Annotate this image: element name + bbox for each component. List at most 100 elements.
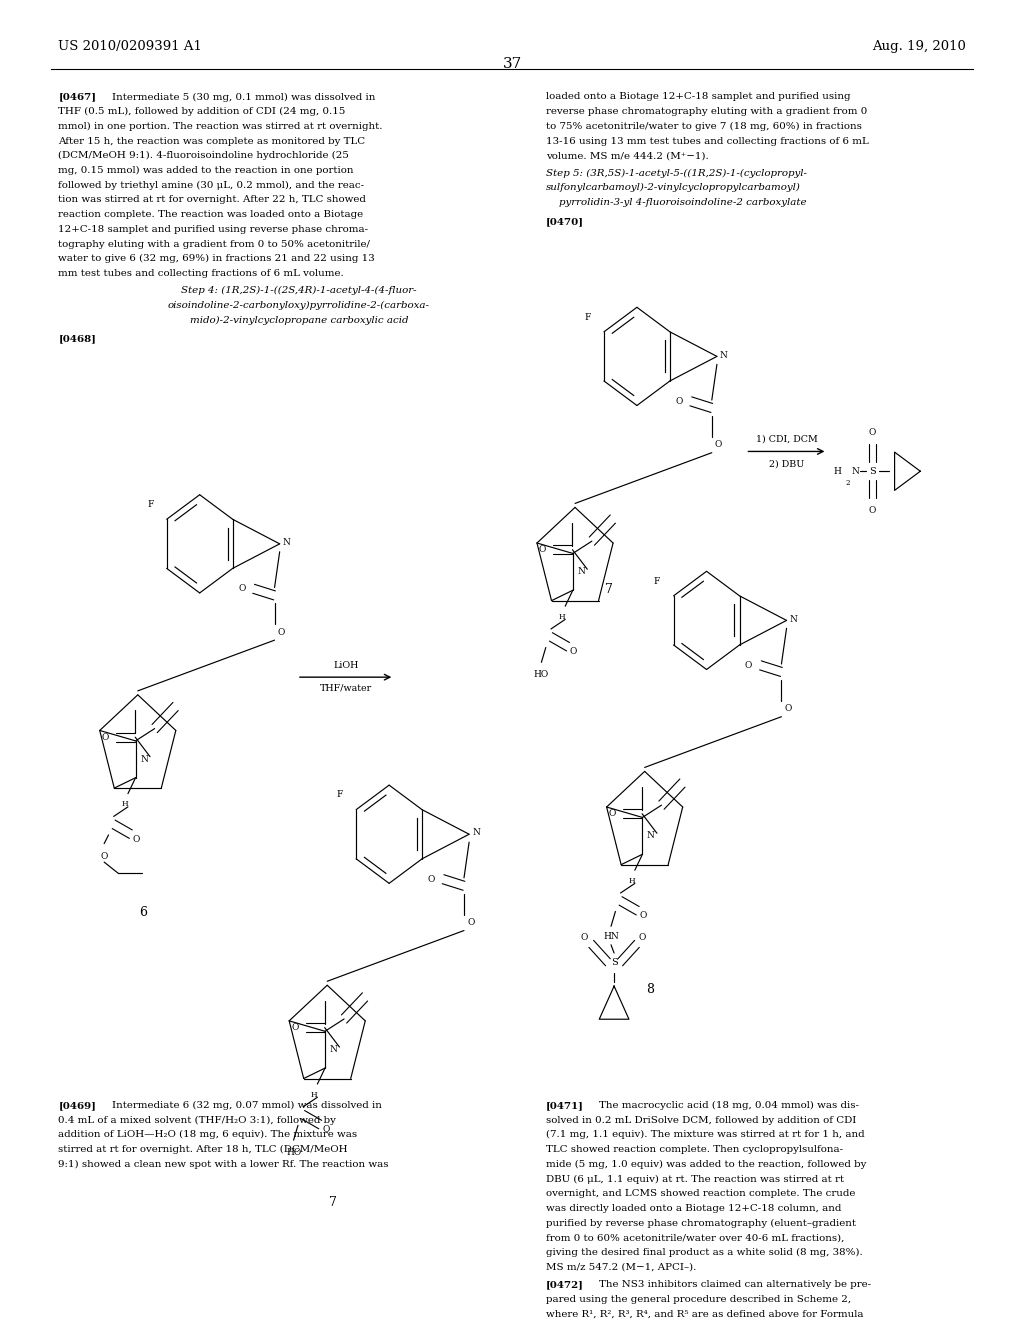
Text: mg, 0.15 mmol) was added to the reaction in one portion: mg, 0.15 mmol) was added to the reaction…	[58, 166, 354, 176]
Text: H: H	[122, 800, 128, 808]
Text: O: O	[539, 545, 546, 554]
Text: [0471]: [0471]	[546, 1101, 584, 1110]
Text: [0470]: [0470]	[546, 216, 584, 226]
Text: tography eluting with a gradient from 0 to 50% acetonitrile/: tography eluting with a gradient from 0 …	[58, 240, 371, 248]
Text: O: O	[639, 933, 646, 942]
Text: O: O	[868, 428, 877, 437]
Text: purified by reverse phase chromatography (eluent–gradient: purified by reverse phase chromatography…	[546, 1218, 856, 1228]
Text: 2) DBU: 2) DBU	[769, 459, 804, 469]
Text: O: O	[570, 647, 578, 656]
Text: S: S	[869, 467, 876, 475]
Text: sulfonylcarbamoyl)-2-vinylcyclopropylcarbamoyl): sulfonylcarbamoyl)-2-vinylcyclopropylcar…	[546, 183, 801, 193]
Text: TLC showed reaction complete. Then cyclopropylsulfona-: TLC showed reaction complete. Then cyclo…	[546, 1144, 843, 1154]
Text: Step 5: (3R,5S)-1-acetyl-5-((1R,2S)-1-(cyclopropyl-: Step 5: (3R,5S)-1-acetyl-5-((1R,2S)-1-(c…	[546, 169, 807, 178]
Text: O: O	[467, 919, 474, 927]
Text: O: O	[323, 1125, 330, 1134]
Text: MS m/z 547.2 (M−1, APCI–).: MS m/z 547.2 (M−1, APCI–).	[546, 1263, 696, 1271]
Text: 37: 37	[503, 57, 521, 71]
Text: F: F	[337, 791, 343, 800]
Text: [0468]: [0468]	[58, 334, 96, 343]
Text: H: H	[311, 1090, 317, 1098]
Text: N: N	[720, 351, 728, 359]
Text: H: H	[629, 876, 635, 884]
Text: H: H	[834, 467, 842, 475]
Text: O: O	[784, 705, 792, 713]
Text: O: O	[715, 441, 722, 449]
Text: S: S	[610, 958, 617, 966]
Text: N: N	[330, 1045, 338, 1055]
Text: N: N	[472, 829, 480, 837]
Text: solved in 0.2 mL DriSolve DCM, followed by addition of CDI: solved in 0.2 mL DriSolve DCM, followed …	[546, 1115, 856, 1125]
Text: N: N	[140, 755, 148, 764]
Text: Aug. 19, 2010: Aug. 19, 2010	[871, 40, 966, 53]
Text: THF (0.5 mL), followed by addition of CDI (24 mg, 0.15: THF (0.5 mL), followed by addition of CD…	[58, 107, 346, 116]
Text: The NS3 inhibitors claimed can alternatively be pre-: The NS3 inhibitors claimed can alternati…	[599, 1280, 871, 1290]
Text: from 0 to 60% acetonitrile/water over 40-6 mL fractions),: from 0 to 60% acetonitrile/water over 40…	[546, 1233, 844, 1242]
Text: F: F	[654, 577, 660, 586]
Text: mmol) in one portion. The reaction was stirred at rt overnight.: mmol) in one portion. The reaction was s…	[58, 121, 383, 131]
Text: F: F	[585, 313, 591, 322]
Text: mide (5 mg, 1.0 equiv) was added to the reaction, followed by: mide (5 mg, 1.0 equiv) was added to the …	[546, 1160, 866, 1170]
Text: pared using the general procedure described in Scheme 2,: pared using the general procedure descri…	[546, 1295, 851, 1304]
Text: [0467]: [0467]	[58, 92, 96, 102]
Text: O: O	[868, 506, 877, 515]
Text: N: N	[578, 568, 586, 577]
Text: Step 4: (1R,2S)-1-((2S,4R)-1-acetyl-4-(4-fluor-: Step 4: (1R,2S)-1-((2S,4R)-1-acetyl-4-(4…	[181, 286, 417, 296]
Text: to 75% acetonitrile/water to give 7 (18 mg, 60%) in fractions: to 75% acetonitrile/water to give 7 (18 …	[546, 121, 861, 131]
Text: LiOH: LiOH	[334, 661, 358, 671]
Text: 9:1) showed a clean new spot with a lower Rf. The reaction was: 9:1) showed a clean new spot with a lowe…	[58, 1160, 389, 1170]
Text: loaded onto a Biotage 12+C-18 samplet and purified using: loaded onto a Biotage 12+C-18 samplet an…	[546, 92, 850, 102]
Text: (DCM/MeOH 9:1). 4-fluoroisoindoline hydrochloride (25: (DCM/MeOH 9:1). 4-fluoroisoindoline hydr…	[58, 152, 349, 161]
Text: oisoindoline-2-carbonyloxy)pyrrolidine-2-(carboxa-: oisoindoline-2-carbonyloxy)pyrrolidine-2…	[168, 301, 430, 310]
Text: N: N	[283, 539, 291, 546]
Text: pyrrolidin-3-yl 4-fluoroisoindoline-2 carboxylate: pyrrolidin-3-yl 4-fluoroisoindoline-2 ca…	[546, 198, 807, 207]
Text: O: O	[278, 628, 285, 636]
Text: was directly loaded onto a Biotage 12+C-18 column, and: was directly loaded onto a Biotage 12+C-…	[546, 1204, 841, 1213]
Text: N: N	[647, 832, 655, 841]
Text: O: O	[238, 585, 246, 593]
Text: Intermediate 6 (32 mg, 0.07 mmol) was dissolved in: Intermediate 6 (32 mg, 0.07 mmol) was di…	[112, 1101, 382, 1110]
Text: reaction complete. The reaction was loaded onto a Biotage: reaction complete. The reaction was load…	[58, 210, 364, 219]
Text: O: O	[744, 661, 753, 669]
Text: US 2010/0209391 A1: US 2010/0209391 A1	[58, 40, 203, 53]
Text: volume. MS m/e 444.2 (M⁺−1).: volume. MS m/e 444.2 (M⁺−1).	[546, 152, 709, 160]
Text: 8: 8	[646, 982, 654, 995]
Text: reverse phase chromatography eluting with a gradient from 0: reverse phase chromatography eluting wit…	[546, 107, 867, 116]
Text: H: H	[559, 612, 565, 620]
Text: N: N	[790, 615, 798, 623]
Text: 13-16 using 13 mm test tubes and collecting fractions of 6 mL: 13-16 using 13 mm test tubes and collect…	[546, 136, 868, 145]
Text: mido)-2-vinylcyclopropane carboxylic acid: mido)-2-vinylcyclopropane carboxylic aci…	[189, 315, 409, 325]
Text: O: O	[291, 1023, 298, 1032]
Text: 2: 2	[846, 479, 850, 487]
Text: 0.4 mL of a mixed solvent (THF/H₂O 3:1), followed by: 0.4 mL of a mixed solvent (THF/H₂O 3:1),…	[58, 1115, 336, 1125]
Text: O: O	[608, 809, 615, 818]
Text: followed by triethyl amine (30 μL, 0.2 mmol), and the reac-: followed by triethyl amine (30 μL, 0.2 m…	[58, 181, 365, 190]
Text: N: N	[852, 467, 860, 475]
Text: Intermediate 5 (30 mg, 0.1 mmol) was dissolved in: Intermediate 5 (30 mg, 0.1 mmol) was dis…	[112, 92, 375, 102]
Text: O: O	[675, 397, 683, 405]
Text: HN: HN	[603, 932, 618, 941]
Text: 7: 7	[605, 583, 613, 597]
Text: O: O	[101, 733, 109, 742]
Text: DBU (6 μL, 1.1 equiv) at rt. The reaction was stirred at rt: DBU (6 μL, 1.1 equiv) at rt. The reactio…	[546, 1175, 844, 1184]
Text: O: O	[580, 933, 588, 942]
Text: stirred at rt for overnight. After 18 h, TLC (DCM/MeOH: stirred at rt for overnight. After 18 h,…	[58, 1144, 348, 1154]
Text: O: O	[100, 851, 108, 861]
Text: THF/water: THF/water	[321, 684, 372, 693]
Text: giving the desired final product as a white solid (8 mg, 38%).: giving the desired final product as a wh…	[546, 1247, 862, 1257]
Text: addition of LiOH—H₂O (18 mg, 6 equiv). The mixture was: addition of LiOH—H₂O (18 mg, 6 equiv). T…	[58, 1130, 357, 1139]
Text: O: O	[427, 875, 435, 883]
Text: O: O	[640, 911, 647, 920]
Text: HO: HO	[534, 671, 549, 680]
Text: tion was stirred at rt for overnight. After 22 h, TLC showed: tion was stirred at rt for overnight. Af…	[58, 195, 367, 205]
Text: 6: 6	[139, 906, 147, 919]
Text: (7.1 mg, 1.1 equiv). The mixture was stirred at rt for 1 h, and: (7.1 mg, 1.1 equiv). The mixture was sti…	[546, 1130, 864, 1139]
Text: mm test tubes and collecting fractions of 6 mL volume.: mm test tubes and collecting fractions o…	[58, 269, 344, 279]
Text: F: F	[147, 500, 154, 510]
Text: O: O	[133, 834, 140, 843]
Text: [0472]: [0472]	[546, 1280, 584, 1290]
Text: water to give 6 (32 mg, 69%) in fractions 21 and 22 using 13: water to give 6 (32 mg, 69%) in fraction…	[58, 255, 375, 264]
Text: 7: 7	[329, 1196, 337, 1209]
Text: 1) CDI, DCM: 1) CDI, DCM	[756, 434, 817, 444]
Text: 12+C-18 samplet and purified using reverse phase chroma-: 12+C-18 samplet and purified using rever…	[58, 224, 369, 234]
